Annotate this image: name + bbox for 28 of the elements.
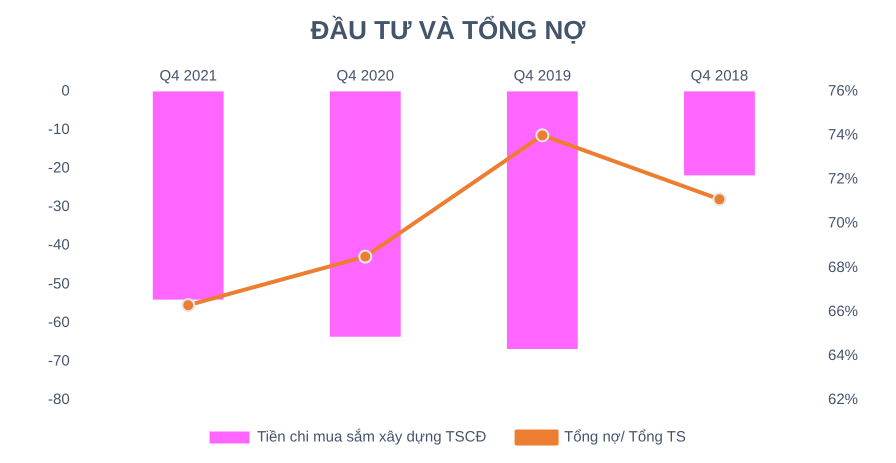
point	[535, 128, 550, 142]
point	[712, 192, 726, 206]
x-tick-label: Q4 2021	[159, 67, 217, 84]
y2-tick-label: 70%	[828, 214, 858, 232]
x-tick-label: Q4 2020	[336, 67, 394, 84]
y2-tick-label: 68%	[828, 258, 858, 276]
point	[358, 250, 372, 264]
x-tick-label: Q4 2019	[514, 67, 572, 84]
y2-tick-label: 72%	[828, 170, 858, 188]
y-tick-label: -30	[48, 198, 70, 216]
y2-tick-label: 74%	[828, 126, 858, 144]
y-tick-label: -80	[48, 391, 70, 408]
legend-label: Tổng nợ/ Tổng TS	[564, 428, 686, 446]
y2-tick-label: 66%	[828, 302, 858, 320]
y-tick-label: -50	[48, 275, 70, 292]
y-tick-label: 0	[61, 82, 70, 100]
y-tick-label: -60	[48, 314, 70, 331]
legend-label: Tiền chi mua sắm xây dựng TSCĐ	[257, 428, 486, 446]
y-tick-label: -70	[48, 352, 70, 370]
y2-tick-label: 64%	[828, 347, 858, 364]
chart-title: ĐẦU TƯ VÀ TỔNG NỢ	[310, 14, 586, 45]
y2-tick-label: 76%	[828, 82, 858, 100]
y-tick-label: -40	[48, 236, 70, 254]
y2-tick-label: 62%	[828, 391, 858, 408]
point	[181, 298, 196, 312]
y-tick-label: -10	[48, 120, 70, 138]
x-tick-label: Q4 2018	[690, 67, 748, 84]
y-tick-label: -20	[48, 160, 70, 177]
